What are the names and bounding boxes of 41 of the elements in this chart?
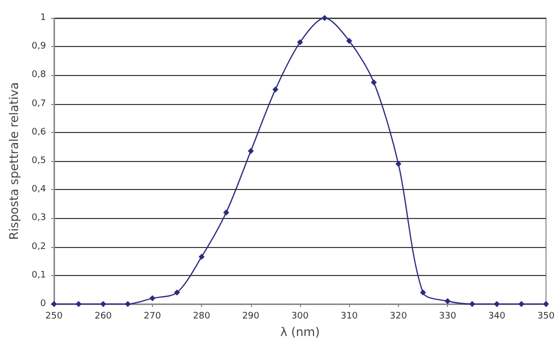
x-tick-label: 300 xyxy=(291,312,309,322)
point xyxy=(395,160,402,167)
point xyxy=(494,301,500,307)
point xyxy=(444,298,451,304)
y-tick-label: 0,7 xyxy=(32,98,46,109)
x-tick-label: 320 xyxy=(390,312,408,322)
point xyxy=(420,290,426,296)
point xyxy=(272,86,278,92)
point xyxy=(149,295,156,302)
y-tick-label: 1 xyxy=(40,13,46,23)
y-tick-label: 0,5 xyxy=(32,156,46,166)
x-tick-label: 270 xyxy=(144,312,162,322)
x-tick-label: 290 xyxy=(242,312,260,322)
point xyxy=(370,79,377,86)
x-tick-label: 310 xyxy=(340,312,358,322)
point xyxy=(174,290,180,296)
y-tick-label: 0,4 xyxy=(32,184,46,195)
y-tick-label: 0,6 xyxy=(32,127,46,138)
y-axis-title: Risposta spettrale relativa xyxy=(7,82,21,240)
y-tick-label: 0 xyxy=(40,299,46,309)
point xyxy=(297,39,303,46)
x-tick-label: 340 xyxy=(488,312,506,322)
x-tick-label: 250 xyxy=(45,312,63,322)
x-tick-label: 260 xyxy=(94,312,112,322)
point xyxy=(124,301,131,307)
y-tick-label: 0,1 xyxy=(32,270,46,280)
point xyxy=(322,15,328,21)
y-tick-label: 0,9 xyxy=(32,42,46,52)
y-tick-label: 0,8 xyxy=(32,70,46,80)
point xyxy=(100,301,106,307)
x-tick-label: 280 xyxy=(193,312,210,322)
point xyxy=(223,209,230,216)
point xyxy=(248,148,254,154)
x-tick-label: 350 xyxy=(537,312,555,322)
y-tick-label: 0,2 xyxy=(32,242,46,252)
x-tick-label: 330 xyxy=(439,312,456,322)
point xyxy=(198,254,205,260)
y-tick-label: 0,3 xyxy=(32,213,46,224)
point xyxy=(469,301,476,307)
point xyxy=(346,38,352,44)
x-axis-title: λ (nm) xyxy=(280,325,320,339)
